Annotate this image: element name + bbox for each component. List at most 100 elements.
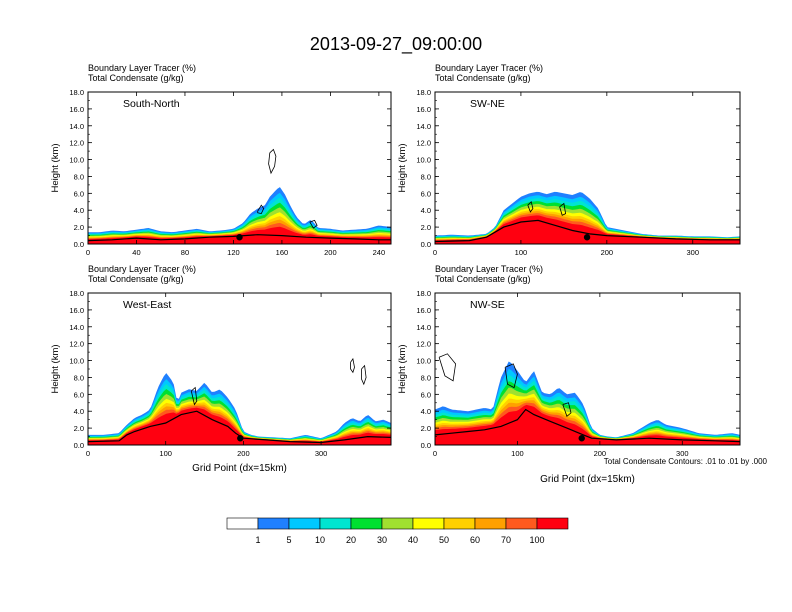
y-tick-label: 4.0	[74, 206, 84, 215]
colorbar-swatch-10	[536, 517, 569, 530]
panel-subtitle-condensate: Total Condensate (g/kg)	[88, 73, 184, 83]
condensate-contour-1	[438, 353, 457, 382]
y-axis-label: Height (km)	[50, 143, 61, 192]
panel-label: South-North	[123, 98, 180, 110]
x-tick-label: 300	[315, 449, 328, 458]
x-tick-label: 0	[433, 248, 437, 257]
y-tick-label: 14.0	[69, 122, 84, 131]
x-tick-label: 100	[511, 449, 524, 458]
y-tick-label: 4.0	[421, 407, 431, 416]
colorbar-label: 100	[529, 535, 544, 545]
y-tick-label: 16.0	[69, 306, 84, 315]
y-tick-label: 4.0	[421, 206, 431, 215]
y-axis-label: Height (km)	[397, 143, 408, 192]
y-tick-label: 18.0	[69, 289, 84, 298]
y-tick-label: 0.0	[421, 240, 431, 249]
x-tick-label: 40	[132, 248, 140, 257]
panel-subtitle-condensate: Total Condensate (g/kg)	[88, 274, 184, 284]
y-tick-label: 12.0	[69, 139, 84, 148]
y-tick-label: 10.0	[416, 357, 431, 366]
colorbar-swatch-7	[443, 517, 476, 530]
condensate-contour-3	[309, 219, 318, 229]
y-tick-label: 18.0	[69, 88, 84, 97]
terrain-line	[88, 410, 391, 444]
y-tick-label: 4.0	[74, 407, 84, 416]
colorbar-label: 30	[377, 535, 387, 545]
condensate-contour-2	[361, 364, 367, 386]
y-tick-label: 6.0	[421, 390, 431, 399]
panel-group: Boundary Layer Tracer (%)Total Condensat…	[50, 63, 741, 485]
station-marker	[578, 435, 585, 442]
colorbar: 1 5 10 20 30 40 50 60 70 100	[226, 517, 569, 545]
colorbar-label: 50	[439, 535, 449, 545]
colorbar-label: 20	[346, 535, 356, 545]
tracer-level-10	[435, 404, 740, 445]
y-tick-label: 10.0	[416, 156, 431, 165]
y-tick-label: 2.0	[74, 424, 84, 433]
x-tick-label: 300	[686, 248, 699, 257]
x-tick-label: 100	[159, 449, 172, 458]
colorbar-swatch-0	[226, 517, 259, 530]
y-tick-label: 16.0	[416, 306, 431, 315]
y-tick-label: 6.0	[74, 390, 84, 399]
y-tick-label: 12.0	[69, 340, 84, 349]
x-tick-label: 0	[433, 449, 437, 458]
panel-label: SW-NE	[470, 98, 505, 110]
colorbar-label: 70	[501, 535, 511, 545]
station-marker	[583, 234, 591, 241]
y-tick-label: 16.0	[416, 105, 431, 114]
x-tick-label: 120	[227, 248, 240, 257]
y-tick-label: 14.0	[416, 122, 431, 131]
colorbar-swatch-1	[257, 517, 290, 530]
y-tick-label: 8.0	[74, 373, 84, 382]
panel-3: Boundary Layer Tracer (%)Total Condensat…	[50, 264, 392, 474]
y-tick-label: 18.0	[416, 88, 431, 97]
y-tick-label: 6.0	[421, 189, 431, 198]
tracer-level-10	[435, 215, 740, 244]
panel-subtitle-tracer: Boundary Layer Tracer (%)	[435, 264, 543, 274]
colorbar-label: 1	[255, 535, 260, 545]
y-tick-label: 0.0	[74, 240, 84, 249]
panel-subtitle-condensate: Total Condensate (g/kg)	[435, 274, 531, 284]
station-marker	[237, 435, 244, 442]
x-tick-label: 160	[276, 248, 289, 257]
y-tick-label: 8.0	[421, 172, 431, 181]
y-tick-label: 6.0	[74, 189, 84, 198]
y-tick-label: 8.0	[421, 373, 431, 382]
condensate-contour-2	[504, 363, 518, 389]
y-tick-label: 2.0	[74, 223, 84, 232]
condensate-contour-3	[190, 386, 198, 406]
colorbar-swatch-9	[505, 517, 538, 530]
x-axis-label: Grid Point (dx=15km)	[540, 474, 635, 485]
x-tick-label: 100	[515, 248, 528, 257]
x-tick-label: 300	[676, 449, 689, 458]
terrain-line	[435, 408, 740, 443]
y-tick-label: 8.0	[74, 172, 84, 181]
station-marker	[236, 234, 243, 241]
colorbar-swatch-3	[319, 517, 352, 530]
colorbar-swatch-2	[288, 517, 321, 530]
y-tick-label: 10.0	[69, 156, 84, 165]
colorbar-label: 60	[470, 535, 480, 545]
tracer-level-10	[88, 407, 391, 445]
panel-subtitle-condensate: Total Condensate (g/kg)	[435, 73, 531, 83]
colorbar-swatch-6	[412, 517, 445, 530]
y-tick-label: 10.0	[69, 357, 84, 366]
condensate-contour-2	[559, 202, 567, 216]
panel-label: West-East	[123, 299, 171, 311]
x-tick-label: 240	[373, 248, 386, 257]
colorbar-swatch-5	[381, 517, 414, 530]
panel-label: NW-SE	[470, 299, 505, 311]
colorbar-label: 5	[286, 535, 291, 545]
panel-subtitle-tracer: Boundary Layer Tracer (%)	[435, 63, 543, 73]
x-tick-label: 200	[324, 248, 337, 257]
y-tick-label: 14.0	[69, 323, 84, 332]
y-tick-label: 14.0	[416, 323, 431, 332]
x-axis-label: Grid Point (dx=15km)	[192, 463, 287, 474]
colorbar-swatch-8	[474, 517, 507, 530]
condensate-contour-1	[268, 148, 277, 175]
x-tick-label: 80	[181, 248, 189, 257]
colorbar-label: 40	[408, 535, 418, 545]
y-tick-label: 18.0	[416, 289, 431, 298]
